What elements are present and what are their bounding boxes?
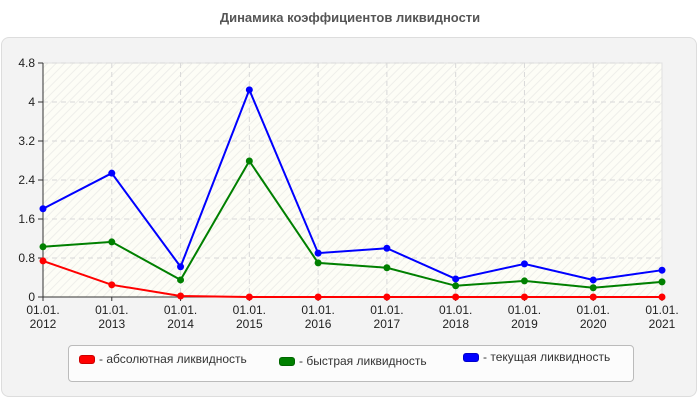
x-tick-label: 2012 [30, 317, 57, 331]
series-line [42, 159, 663, 289]
data-point[interactable] [520, 260, 528, 268]
x-tick-label: 01.01. [95, 303, 128, 317]
x-tick-label: 2018 [442, 317, 469, 331]
x-tick-label: 01.01. [645, 303, 678, 317]
x-tick-label: 2013 [98, 317, 125, 331]
data-point[interactable] [245, 86, 253, 94]
data-point[interactable] [245, 293, 253, 301]
legend-label: - быстрая ликвидность [299, 354, 427, 368]
data-point[interactable] [452, 275, 460, 283]
data-point[interactable] [658, 293, 666, 301]
data-point[interactable] [177, 292, 185, 300]
y-tick-label: 0 [28, 290, 35, 304]
legend-swatch-green [279, 356, 295, 366]
data-point[interactable] [39, 205, 47, 213]
x-tick-label: 2014 [167, 317, 194, 331]
x-tick-label: 01.01. [577, 303, 610, 317]
legend-item-current[interactable]: - текущая ликвидность [463, 350, 610, 364]
data-point[interactable] [658, 266, 666, 274]
legend-swatch-red [79, 354, 95, 364]
data-point[interactable] [177, 263, 185, 271]
x-tick-label: 01.01. [508, 303, 541, 317]
y-tick-label: 3.2 [18, 134, 35, 148]
data-point[interactable] [314, 293, 322, 301]
series-group [39, 86, 666, 301]
legend-label: - текущая ликвидность [483, 350, 611, 364]
x-tick-label: 01.01. [439, 303, 472, 317]
data-point[interactable] [108, 238, 116, 246]
x-tick-label: 2017 [374, 317, 401, 331]
x-tick-label: 01.01. [370, 303, 403, 317]
y-tick-label: 4 [28, 95, 35, 109]
data-point[interactable] [452, 282, 460, 290]
legend-swatch-blue [463, 352, 479, 362]
x-tick-label: 01.01. [233, 303, 266, 317]
legend-item-absolute[interactable]: - абсолютная ликвидность [79, 352, 247, 366]
data-point[interactable] [108, 169, 116, 177]
data-point[interactable] [452, 293, 460, 301]
data-point[interactable] [314, 259, 322, 267]
data-point[interactable] [314, 249, 322, 257]
y-tick-label: 4.8 [18, 56, 35, 70]
series-line [42, 259, 662, 298]
data-point[interactable] [520, 293, 528, 301]
legend-item-quick[interactable]: - быстрая ликвидность [279, 354, 427, 368]
y-tick-label: 1.6 [18, 212, 35, 226]
x-tick-label: 2015 [236, 317, 263, 331]
x-tick-label: 01.01. [26, 303, 59, 317]
x-tick-label: 2021 [649, 317, 676, 331]
x-tick-label: 2020 [580, 317, 607, 331]
data-point[interactable] [520, 277, 528, 285]
data-point[interactable] [658, 278, 666, 286]
data-point[interactable] [589, 284, 597, 292]
series-line [42, 87, 663, 281]
data-point[interactable] [383, 293, 391, 301]
data-point[interactable] [589, 293, 597, 301]
data-point[interactable] [245, 157, 253, 165]
data-point[interactable] [177, 276, 185, 284]
x-tick-label: 01.01. [301, 303, 334, 317]
legend-label: - абсолютная ликвидность [99, 352, 247, 366]
data-point[interactable] [108, 281, 116, 289]
data-point[interactable] [39, 257, 47, 265]
data-point[interactable] [589, 276, 597, 284]
x-tick-label: 2016 [305, 317, 332, 331]
chart-legend: - абсолютная ликвидность - быстрая ликви… [68, 345, 634, 382]
data-point[interactable] [383, 244, 391, 252]
data-point[interactable] [383, 264, 391, 272]
x-tick-label: 2019 [511, 317, 538, 331]
grid-lines [43, 62, 662, 297]
chart-title: Динамика коэффициентов ликвидности [219, 10, 481, 25]
y-tick-label: 0.8 [18, 251, 35, 265]
y-tick-label: 2.4 [18, 173, 35, 187]
data-point[interactable] [39, 243, 47, 251]
x-tick-label: 01.01. [164, 303, 197, 317]
